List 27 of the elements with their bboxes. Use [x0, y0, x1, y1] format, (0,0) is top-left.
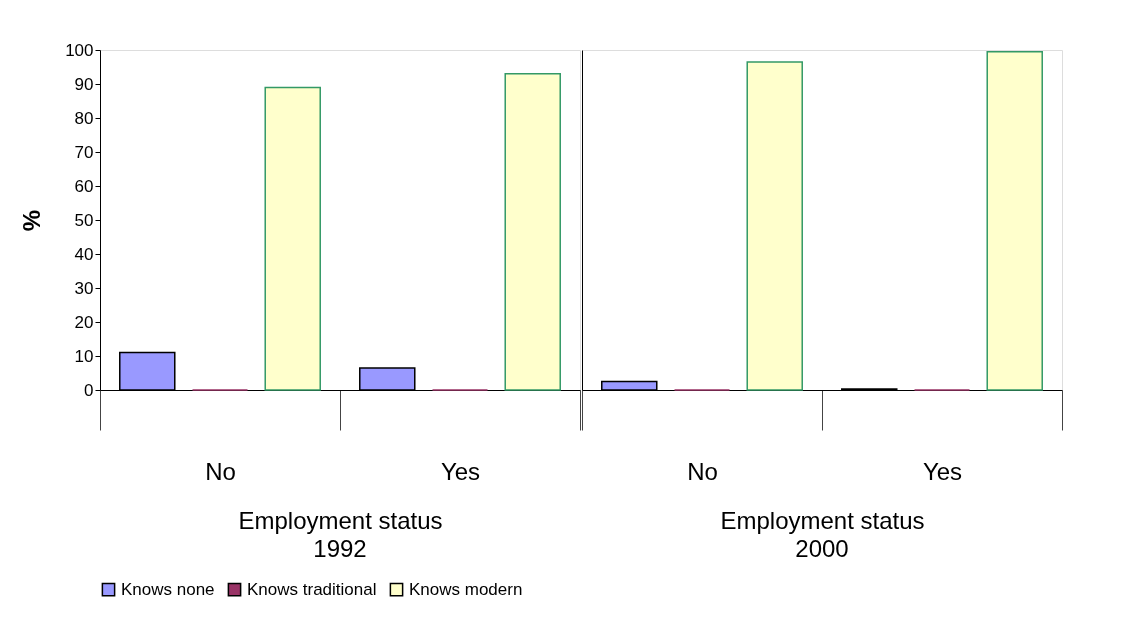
y-axis-title: %	[18, 209, 46, 232]
bar	[986, 50, 1043, 391]
y-tick-label: 10	[74, 346, 94, 366]
y-tick-label: 80	[74, 108, 94, 128]
y-tick-label: 40	[74, 244, 94, 264]
x-axis-title: Employment status	[238, 506, 443, 534]
legend-label: Knows traditional	[247, 579, 377, 599]
legend-label: Knows none	[121, 579, 215, 599]
x-tick-label: No	[687, 457, 718, 485]
y-tick-label: 90	[74, 74, 94, 94]
bar	[264, 86, 321, 391]
y-tick-label: 30	[74, 278, 94, 298]
bar	[746, 61, 803, 391]
x-axis-title: Employment status	[720, 506, 925, 534]
y-tick-label: 20	[74, 312, 94, 332]
y-tick-label: 60	[74, 176, 94, 196]
y-tick-label: 70	[74, 142, 94, 162]
x-tick-label: Yes	[922, 457, 963, 485]
y-tick-label: 50	[74, 210, 94, 230]
x-tick-label: No	[205, 457, 236, 485]
legend-label: Knows modern	[409, 579, 523, 599]
y-tick-label: 100	[65, 40, 94, 60]
text: 2000	[795, 535, 849, 562]
y-tick-label: 0	[84, 380, 94, 400]
x-tick-label: Yes	[440, 457, 481, 485]
text: 1992	[313, 535, 367, 562]
bar	[504, 73, 561, 391]
